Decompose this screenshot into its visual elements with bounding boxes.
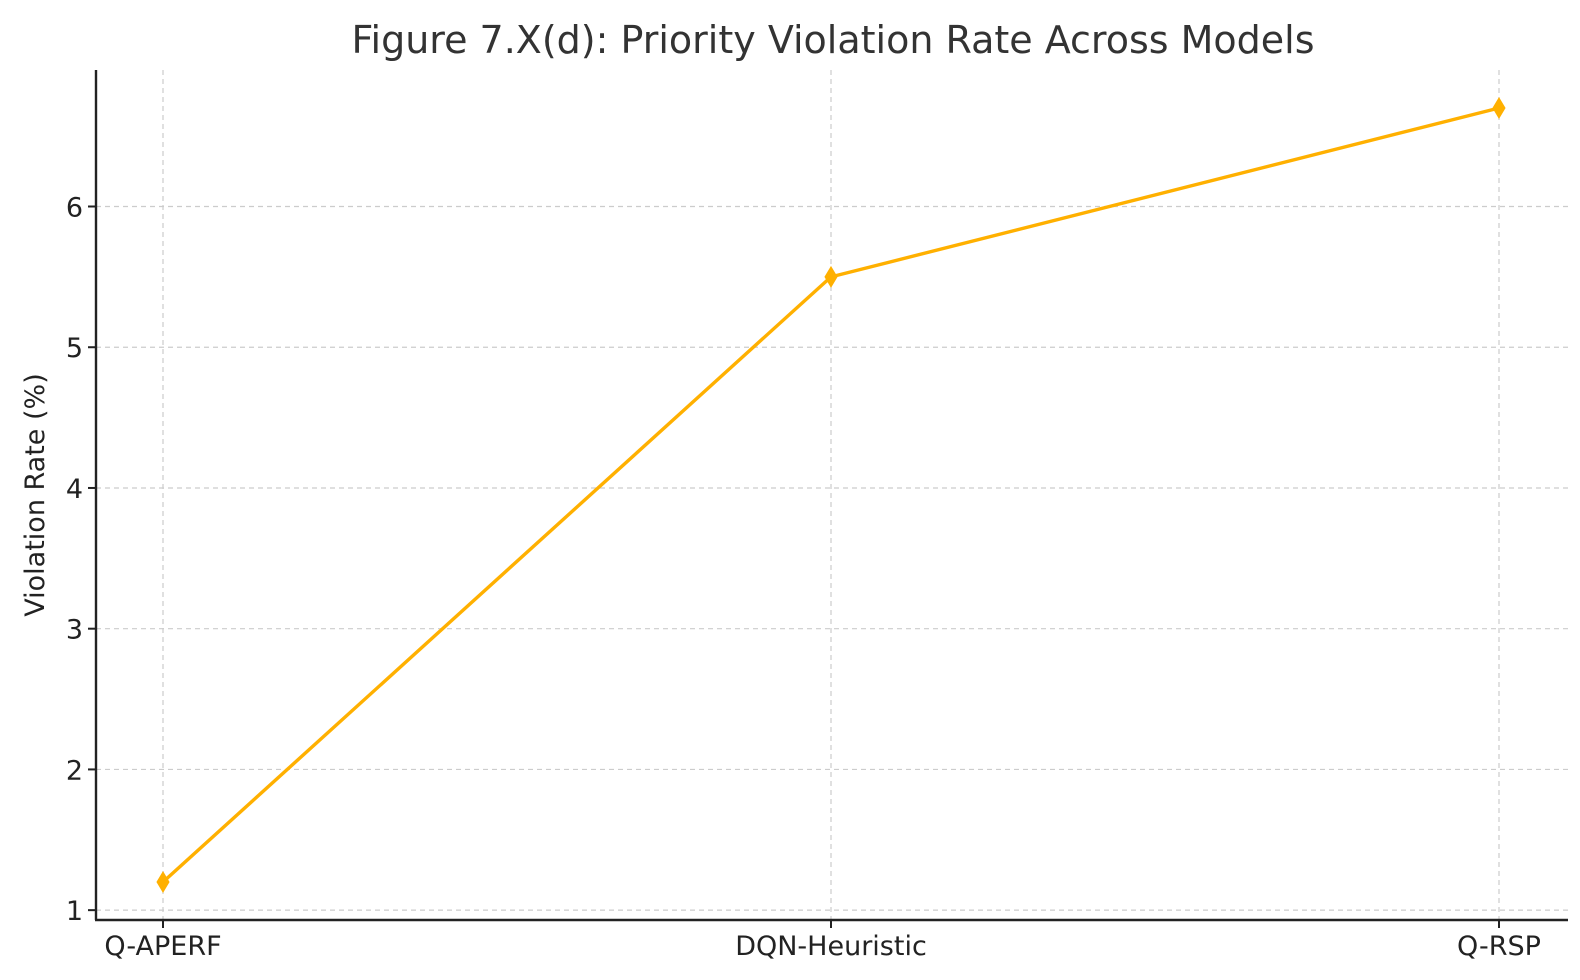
x-tick-label: Q-RSP <box>1457 931 1541 962</box>
y-axis-label: Violation Rate (%) <box>20 373 51 616</box>
y-tick-label: 2 <box>66 755 83 786</box>
ticks: 1 2 3 4 5 6 Q-APERF DQN-Heuristic Q-RSP <box>66 193 1541 962</box>
y-tick-label: 4 <box>66 474 83 505</box>
series <box>156 97 1506 893</box>
y-tick-label: 5 <box>66 333 83 364</box>
x-tick-label: DQN-Heuristic <box>735 931 927 962</box>
y-tick-label: 3 <box>66 615 83 646</box>
chart-title: Figure 7.X(d): Priority Violation Rate A… <box>351 18 1314 62</box>
grid <box>96 70 1568 920</box>
data-point-marker <box>156 871 170 893</box>
x-tick-label: Q-APERF <box>104 931 221 962</box>
data-point-marker <box>1492 97 1506 119</box>
y-tick-label: 6 <box>66 193 83 224</box>
y-tick-label: 1 <box>66 896 83 927</box>
data-point-marker <box>824 265 838 288</box>
